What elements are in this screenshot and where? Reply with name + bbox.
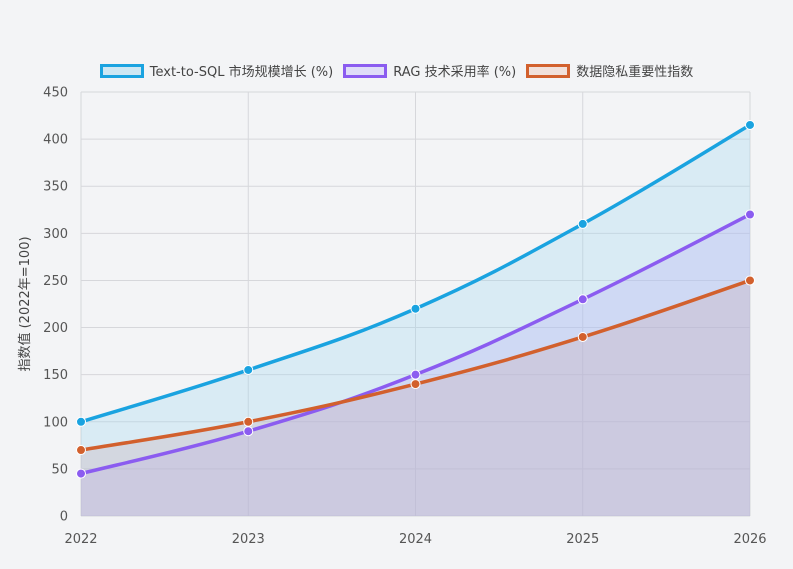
y-tick-label: 150 bbox=[43, 368, 68, 383]
data-point[interactable] bbox=[76, 445, 86, 456]
x-tick-labels: 2022 2023 2024 2025 2026 bbox=[64, 532, 766, 547]
legend-label-privacy: 数据隐私重要性指数 bbox=[576, 65, 694, 80]
data-point[interactable] bbox=[410, 369, 421, 380]
data-point[interactable] bbox=[76, 416, 86, 427]
legend-swatch-text-to-sql bbox=[99, 63, 144, 78]
data-point[interactable] bbox=[243, 364, 254, 375]
data-point[interactable] bbox=[76, 468, 86, 479]
y-tick-labels: 0 50 100 150 200 250 300 350 400 450 bbox=[43, 86, 68, 525]
x-tick-label: 2023 bbox=[232, 532, 265, 547]
data-point[interactable] bbox=[577, 218, 588, 229]
series-points bbox=[76, 119, 755, 479]
data-point[interactable] bbox=[243, 416, 254, 427]
y-tick-label: 350 bbox=[43, 180, 68, 195]
x-tick-label: 2025 bbox=[566, 532, 599, 547]
data-point[interactable] bbox=[410, 303, 421, 314]
data-point[interactable] bbox=[745, 275, 755, 286]
legend-item-privacy[interactable]: 数据隐私重要性指数 bbox=[526, 61, 693, 80]
y-axis-label: 指数值 (2022年=100) bbox=[17, 236, 33, 371]
series-area-1 bbox=[81, 214, 750, 516]
legend-swatch-privacy bbox=[526, 63, 571, 78]
y-tick-label: 400 bbox=[43, 133, 68, 148]
y-tick-label: 300 bbox=[43, 227, 68, 242]
legend-label-text-to-sql: Text-to-SQL 市场规模增长 (%) bbox=[149, 65, 334, 80]
x-tick-label: 2024 bbox=[399, 532, 432, 547]
legend-label-rag: RAG 技术采用率 (%) bbox=[393, 65, 517, 80]
data-point[interactable] bbox=[410, 379, 421, 390]
data-point[interactable] bbox=[745, 119, 755, 130]
x-tick-label: 2026 bbox=[733, 532, 766, 547]
x-tick-label: 2022 bbox=[64, 532, 97, 547]
y-tick-label: 250 bbox=[43, 274, 68, 289]
y-tick-label: 450 bbox=[43, 86, 68, 101]
legend-item-text-to-sql[interactable]: Text-to-SQL 市场规模增长 (%) bbox=[99, 61, 334, 80]
y-tick-label: 200 bbox=[43, 321, 68, 336]
y-tick-label: 50 bbox=[51, 462, 68, 477]
y-tick-label: 0 bbox=[60, 510, 68, 525]
y-tick-label: 100 bbox=[43, 415, 68, 430]
data-point[interactable] bbox=[745, 209, 755, 220]
legend: Text-to-SQL 市场规模增长 (%) RAG 技术采用率 (%) 数据隐… bbox=[0, 61, 793, 80]
legend-swatch-rag bbox=[343, 63, 388, 78]
data-point[interactable] bbox=[577, 331, 588, 342]
data-point[interactable] bbox=[577, 294, 588, 305]
legend-item-rag[interactable]: RAG 技术采用率 (%) bbox=[343, 61, 516, 80]
data-point[interactable] bbox=[243, 426, 254, 437]
